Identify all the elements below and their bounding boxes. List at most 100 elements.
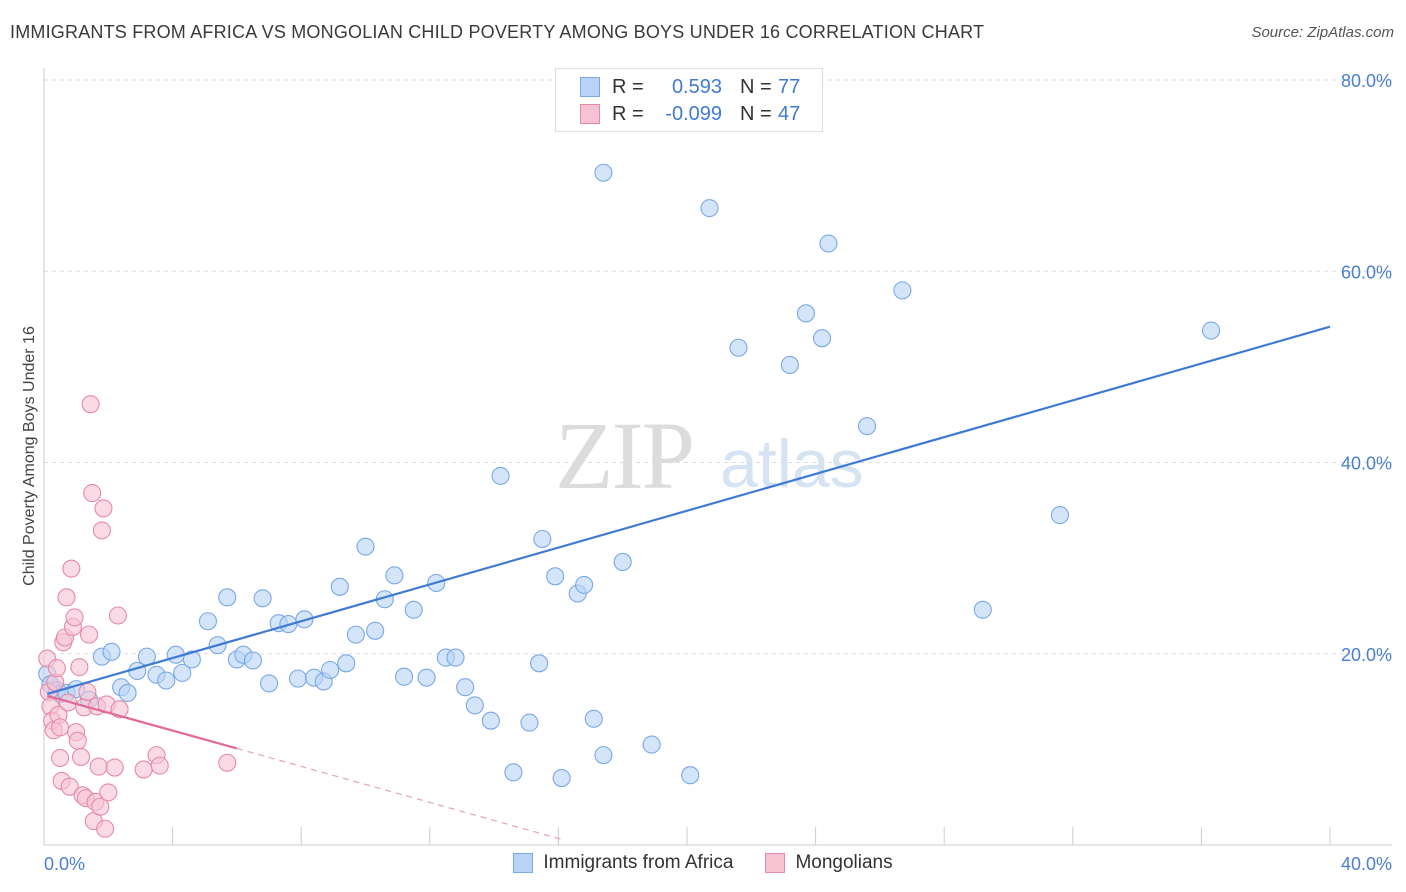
legend-swatch-africa [513,853,534,873]
data-point [819,234,838,253]
chart-source: Source: ZipAtlas.com [1251,24,1394,41]
legend-row-africa: R = 0.593 N = 77 [580,74,800,100]
data-point [584,709,603,728]
data-point [96,819,115,838]
data-point [71,747,91,767]
data-point [395,667,414,686]
data-point [218,753,237,772]
data-point [105,758,124,777]
data-point [520,713,539,732]
data-point [81,395,100,414]
data-point [533,529,552,549]
data-point [57,588,76,607]
data-point [198,612,218,631]
data-point [417,668,436,687]
data-point [288,669,308,688]
data-point [346,625,365,644]
data-point [83,484,102,503]
data-point [134,760,153,779]
data-point [94,499,113,518]
x-tick-label: 0.0% [44,854,85,874]
data-point [356,537,375,556]
data-point [613,552,632,572]
data-point [491,466,510,485]
trend-line-africa [46,325,1331,695]
legend-n-label: N = [740,102,772,125]
data-point [157,671,176,690]
y-tick-label: 60.0% [1341,262,1392,282]
data-point [575,575,594,594]
data-point [481,711,500,730]
data-point [642,735,661,754]
legend-label-mongolians: Mongolians [795,852,893,873]
legend-swatch-mongolians [765,853,786,873]
chart-title: IMMIGRANTS FROM AFRICA VS MONGOLIAN CHIL… [10,22,985,42]
data-point [546,567,565,586]
series-africa [38,163,1221,788]
data-points [38,163,1221,838]
data-point [173,663,192,682]
data-point [385,566,404,585]
legend-r-value: 0.593 [671,75,722,98]
data-point [504,763,523,782]
data-point [366,621,385,640]
data-point [108,606,127,625]
trend-line-mongolians-extrapolated [236,747,565,841]
data-point [330,577,349,596]
data-point [1201,321,1221,340]
data-point [89,757,108,776]
data-point [780,355,799,375]
data-point [243,651,263,670]
legend-row-mongolians: R = -0.099 N = 47 [580,101,800,127]
data-point [118,683,137,703]
data-point [253,589,272,608]
y-tick-label: 40.0% [1341,454,1392,474]
legend-r-label: R = [612,75,644,98]
data-point [182,650,201,669]
x-tick-label: 40.0% [1341,854,1392,874]
series-legend: Immigrants from Africa Mongolians [0,852,1406,874]
legend-n-value: 77 [778,75,801,98]
series-mongolians [38,395,237,838]
stats-legend: R = 0.593 N = 77 R = -0.099 N = 47 [555,68,823,132]
y-tick-label: 20.0% [1341,645,1392,665]
data-point [456,678,475,697]
data-point [62,559,81,578]
data-point [552,769,571,788]
trend-line-mongolians [46,694,238,750]
data-point [51,718,70,737]
data-point [321,660,340,680]
data-point [79,625,99,644]
axes [43,68,1392,846]
data-point [51,748,70,768]
data-point [893,281,912,300]
watermark-atlas: atlas [720,426,864,502]
data-point [973,600,992,619]
data-point [150,756,169,775]
data-point [404,600,423,619]
data-point [65,608,84,627]
legend-r-value: -0.099 [665,102,722,125]
legend-swatch-africa [580,77,600,97]
data-point [729,338,748,357]
data-point [102,642,121,661]
data-point [99,783,118,802]
legend-item-mongolians[interactable]: Mongolians [765,852,893,874]
data-point [796,304,816,323]
legend-item-africa[interactable]: Immigrants from Africa [513,852,733,874]
data-point [594,746,613,765]
data-point [1050,506,1069,525]
legend-n-value: 47 [778,102,801,125]
y-tick-label: 80.0% [1341,71,1392,91]
data-point [530,654,549,673]
legend-label-africa: Immigrants from Africa [543,852,734,873]
data-point [337,654,356,673]
data-point [446,648,465,667]
data-point [700,199,719,218]
data-point [110,700,129,719]
data-point [681,766,700,785]
watermark-zip: ZIP [555,402,695,509]
data-point [259,674,279,693]
trend-lines [46,325,1331,841]
